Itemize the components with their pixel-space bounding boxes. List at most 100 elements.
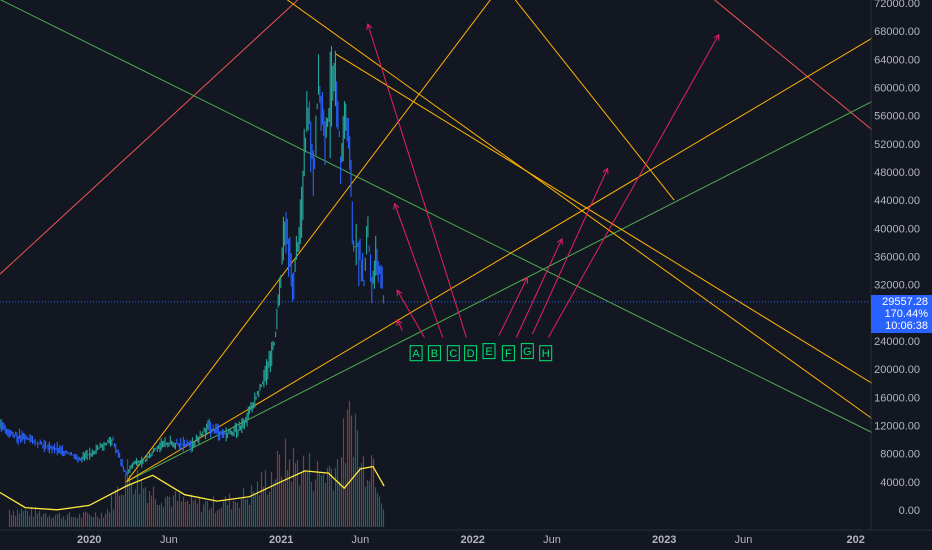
- volume-bar: [240, 499, 243, 527]
- volume-bar: [22, 511, 25, 527]
- volume-bar: [8, 509, 11, 527]
- volume-bar: [42, 513, 45, 527]
- volume-bar: [134, 489, 137, 527]
- volume-bar: [272, 482, 275, 527]
- y-tick-label: 36000.00: [874, 252, 920, 264]
- volume-bar: [312, 491, 315, 527]
- volume-bar: [154, 499, 157, 527]
- volume-bar: [172, 495, 175, 527]
- arrow-a[interactable]: [396, 319, 403, 331]
- trend-line[interactable]: [126, 0, 520, 483]
- volume-bar: [228, 493, 231, 527]
- annotation-box-a[interactable]: [409, 345, 423, 362]
- annotation-label-c: C: [449, 348, 457, 360]
- x-tick-label: 2023: [652, 534, 676, 546]
- annotation-box-h[interactable]: [539, 345, 553, 362]
- volume-bar: [174, 490, 177, 527]
- volume-bar: [256, 481, 259, 527]
- annotation-box-e[interactable]: [482, 343, 496, 360]
- volume-bar: [372, 458, 375, 527]
- annotation-box-f[interactable]: [501, 345, 515, 362]
- volume-bar: [222, 501, 225, 527]
- volume-bar: [132, 494, 135, 527]
- volume-bar: [330, 468, 333, 527]
- volume-bar: [98, 518, 101, 527]
- volume-bar: [236, 502, 239, 527]
- volume-bar: [10, 515, 13, 527]
- volume-bar: [94, 512, 97, 527]
- volume-bar: [82, 512, 85, 527]
- volume-bar: [160, 502, 163, 527]
- volume-bar: [242, 488, 245, 527]
- arrow-g[interactable]: [532, 168, 609, 335]
- arrow-c[interactable]: [394, 203, 444, 338]
- volume-bar: [114, 489, 117, 527]
- volume-bar: [380, 503, 383, 527]
- volume-bar: [148, 491, 151, 527]
- volume-bar: [110, 495, 113, 527]
- volume-bar: [28, 515, 31, 527]
- trend-line[interactable]: [0, 0, 873, 433]
- volume-bar: [374, 487, 377, 527]
- arrow-b[interactable]: [396, 290, 425, 338]
- price-axis[interactable]: 72000.00 68000.00 64000.00 60000.00 56000.00…: [874, 0, 920, 517]
- volume-bar: [212, 496, 215, 527]
- annotation-box-c[interactable]: [446, 345, 460, 362]
- volume-bar: [64, 519, 67, 527]
- volume-bar: [130, 485, 133, 527]
- arrow-h[interactable]: [547, 34, 720, 338]
- volume-bar: [320, 475, 323, 527]
- volume-bar: [328, 465, 331, 527]
- annotation-arrows[interactable]: [366, 23, 720, 338]
- arrow-e[interactable]: [498, 277, 528, 336]
- trend-line[interactable]: [335, 53, 873, 384]
- volume-bar: [68, 512, 71, 527]
- y-tick-label: 44000.00: [874, 195, 920, 207]
- volume-bar: [38, 511, 41, 527]
- current-price-value: 29557.28: [882, 296, 928, 308]
- time-axis[interactable]: 2020 Jun 2021 Jun 2022 Jun 2023 Jun 202: [0, 529, 932, 546]
- volume-bar: [180, 501, 183, 527]
- volume-bar: [378, 496, 381, 527]
- trend-line[interactable]: [0, 0, 386, 275]
- volume-bar: [40, 516, 43, 527]
- annotation-label-h: H: [542, 348, 550, 360]
- volume-bar: [326, 467, 329, 527]
- volume-bar: [186, 500, 189, 527]
- volume-bar: [84, 511, 87, 527]
- volume-bar: [46, 517, 49, 527]
- trend-line[interactable]: [126, 37, 873, 483]
- annotation-box-d[interactable]: [464, 345, 478, 362]
- volume-ma-line: [0, 465, 385, 511]
- volume-bar: [362, 456, 365, 527]
- volume-bar: [194, 498, 197, 527]
- volume-bar: [136, 470, 139, 527]
- trend-line[interactable]: [451, 0, 675, 201]
- volume-bar: [294, 463, 297, 527]
- annotation-box-g[interactable]: [520, 343, 534, 360]
- y-tick-label: 0.00: [899, 505, 920, 517]
- volume-bar: [104, 513, 107, 527]
- volume-bar: [220, 507, 223, 527]
- volume-bars: [0, 400, 385, 527]
- trend-line[interactable]: [616, 0, 873, 131]
- y-tick-label: 48000.00: [874, 167, 920, 179]
- annotation-box-b[interactable]: [427, 345, 441, 362]
- volume-bar: [298, 485, 301, 527]
- y-tick-label: 24000.00: [874, 336, 920, 348]
- volume-bar: [48, 515, 51, 527]
- volume-bar: [72, 517, 75, 527]
- volume-bar: [118, 495, 121, 527]
- volume-bar: [370, 455, 373, 527]
- trend-lines[interactable]: [0, 0, 873, 483]
- arrow-d[interactable]: [367, 23, 467, 338]
- y-tick-label: 4000.00: [880, 477, 920, 489]
- volume-bar: [166, 496, 169, 527]
- trend-line[interactable]: [126, 101, 873, 483]
- arrow-f[interactable]: [515, 238, 563, 338]
- volume-bar: [282, 482, 285, 527]
- volume-bar: [348, 400, 351, 527]
- volume-bar: [74, 516, 77, 527]
